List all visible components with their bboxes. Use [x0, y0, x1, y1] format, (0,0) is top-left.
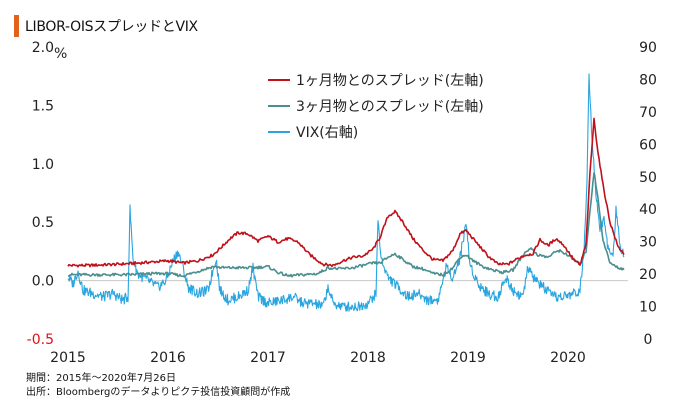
title-accent-bar: [14, 15, 19, 37]
series-line-1: [67, 117, 625, 268]
x-tick-label: 2020: [550, 350, 586, 366]
right-tick-label: 0: [644, 332, 653, 348]
right-tick-label: 30: [639, 235, 657, 251]
right-tick-label: 20: [639, 267, 657, 283]
chart-title: LIBOR-OISスプレッドとVIX: [25, 19, 198, 35]
left-tick-label: -0.5: [27, 332, 54, 348]
right-tick-label: 90: [639, 40, 657, 56]
x-tick-label: 2016: [150, 350, 186, 366]
left-axis-unit: %: [54, 46, 67, 62]
right-tick-label: 60: [639, 137, 657, 153]
left-axis: 2.0 1.5 1.0 0.5 0.0 -0.5: [27, 40, 54, 348]
right-tick-label: 40: [639, 202, 657, 218]
x-tick-label: 2018: [350, 350, 386, 366]
series-group: [67, 73, 625, 312]
legend-label: 1ヶ月物とのスプレッド(左軸): [296, 73, 484, 89]
x-tick-label: 2019: [450, 350, 486, 366]
legend-label: 3ヶ月物とのスプレッド(左軸): [296, 99, 484, 115]
left-tick-label: 2.0: [32, 40, 54, 56]
left-tick-label: 0.0: [32, 274, 54, 290]
x-axis: 2015 2016 2017 2018 2019 2020: [50, 350, 586, 366]
right-tick-label: 80: [639, 72, 657, 88]
right-tick-label: 10: [639, 300, 657, 316]
right-tick-label: 70: [639, 105, 657, 121]
source-note: 出所：Bloombergのデータよりピクテ投信投資顧問が作成: [26, 387, 291, 398]
legend: 1ヶ月物とのスプレッド(左軸) 3ヶ月物とのスプレッド(左軸) VIX(右軸): [268, 73, 484, 141]
left-tick-label: 1.0: [32, 157, 54, 173]
x-tick-label: 2015: [50, 350, 86, 366]
period-note: 期間：2015年～2020年7月26日: [26, 373, 176, 384]
right-axis: 90 80 70 60 50 40 30 20 10 0: [639, 40, 657, 348]
series-line-3: [67, 73, 625, 312]
left-tick-label: 1.5: [32, 98, 54, 114]
series-line-2: [67, 172, 625, 278]
right-tick-label: 50: [639, 170, 657, 186]
legend-label: VIX(右軸): [296, 125, 358, 141]
x-tick-label: 2017: [250, 350, 286, 366]
left-tick-label: 0.5: [32, 215, 54, 231]
